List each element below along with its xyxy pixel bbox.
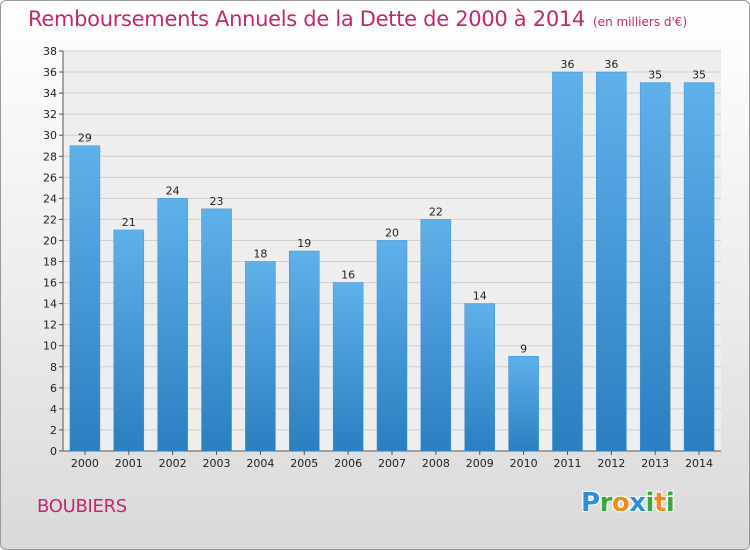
y-tick-label: 12 [43, 319, 57, 332]
y-tick-label: 18 [43, 256, 57, 269]
x-tick-label: 2001 [115, 457, 143, 470]
bar [157, 198, 188, 452]
x-tick-label: 2013 [641, 457, 669, 470]
title-text: Remboursements Annuels de la Dette de 20… [28, 7, 585, 31]
y-tick-label: 4 [50, 403, 57, 416]
bar [596, 71, 627, 452]
bar [464, 303, 495, 452]
y-tick-label: 14 [43, 298, 57, 311]
bar [245, 261, 276, 452]
logo-letter: x [629, 488, 646, 518]
bar-value-label: 20 [385, 226, 399, 239]
logo-letter: i [665, 488, 675, 518]
bar-value-label: 36 [560, 58, 574, 71]
bar [420, 219, 452, 452]
y-tick-label: 8 [50, 361, 57, 374]
bar-value-label: 23 [210, 195, 224, 208]
bar-value-label: 36 [604, 58, 618, 71]
y-tick-label: 34 [43, 87, 57, 100]
bar-value-label: 35 [648, 69, 662, 82]
y-tick-label: 26 [43, 171, 57, 184]
x-tick-label: 2011 [553, 457, 581, 470]
x-tick-label: 2004 [246, 457, 274, 470]
bar-value-label: 9 [520, 342, 527, 355]
y-tick-label: 2 [50, 424, 57, 437]
proxiti-logo: Proxiti [581, 488, 675, 518]
commune-name: BOUBIERS [37, 496, 127, 517]
y-tick-label: 0 [50, 445, 57, 458]
logo-letter: P [581, 488, 600, 518]
logo-letter: o [611, 488, 630, 518]
x-tick-label: 2006 [334, 457, 362, 470]
x-tick-label: 2007 [378, 457, 406, 470]
bar [113, 229, 145, 452]
bar-value-label: 14 [473, 290, 487, 303]
logo-letter: r [599, 488, 613, 518]
x-tick-label: 2000 [71, 457, 99, 470]
x-tick-label: 2010 [510, 457, 538, 470]
bar-value-label: 18 [253, 248, 267, 261]
bar-value-label: 22 [429, 205, 443, 218]
y-tick-label: 28 [43, 150, 57, 163]
y-tick-label: 16 [43, 277, 57, 290]
bar-value-label: 21 [122, 216, 136, 229]
y-tick-label: 36 [43, 66, 57, 79]
y-tick-label: 20 [43, 234, 57, 247]
y-tick-label: 30 [43, 129, 57, 142]
bar [201, 208, 232, 452]
x-tick-label: 2003 [203, 457, 231, 470]
x-tick-label: 2009 [466, 457, 494, 470]
bar [552, 71, 583, 452]
logo-letter: i [645, 488, 655, 518]
y-tick-label: 10 [43, 340, 57, 353]
bar [332, 282, 364, 452]
bar [69, 145, 101, 452]
bar-value-label: 19 [297, 237, 311, 250]
x-tick-label: 2014 [685, 457, 713, 470]
unit-label: (en milliers d'€) [593, 15, 688, 29]
y-tick-label: 6 [50, 382, 57, 395]
bar [289, 250, 320, 452]
chart-title: Remboursements Annuels de la Dette de 20… [28, 7, 687, 31]
y-tick-label: 24 [43, 192, 57, 205]
x-tick-label: 2012 [597, 457, 625, 470]
x-tick-label: 2002 [159, 457, 187, 470]
x-tick-label: 2008 [422, 457, 450, 470]
bar [639, 82, 671, 452]
y-tick-label: 38 [43, 45, 57, 58]
logo-letter: t [653, 488, 666, 518]
y-tick-label: 32 [43, 108, 57, 121]
bar [376, 240, 408, 452]
x-tick-label: 2005 [290, 457, 318, 470]
bar-value-label: 29 [78, 132, 92, 145]
bar-value-label: 24 [166, 184, 180, 197]
bar [508, 356, 539, 452]
y-tick-label: 22 [43, 213, 57, 226]
bar [683, 82, 715, 452]
bar-value-label: 16 [341, 269, 355, 282]
bar-value-label: 35 [692, 69, 706, 82]
